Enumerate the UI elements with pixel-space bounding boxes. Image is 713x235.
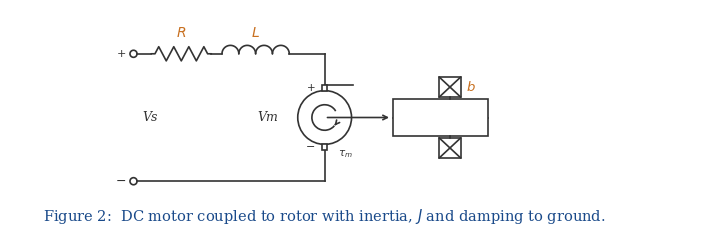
Text: Vs: Vs	[142, 111, 158, 124]
Bar	[393, 99, 488, 136]
Bar	[322, 144, 327, 150]
Text: Vm: Vm	[257, 111, 278, 124]
Text: $L$: $L$	[251, 26, 260, 40]
Bar	[322, 85, 327, 91]
Text: +: +	[307, 83, 315, 93]
Text: −: −	[306, 142, 315, 152]
Text: $\tau_m$: $\tau_m$	[338, 148, 353, 160]
Bar	[439, 77, 461, 97]
Text: −: −	[116, 175, 125, 188]
Text: $R$: $R$	[176, 26, 187, 40]
Text: $b$: $b$	[466, 80, 476, 94]
Text: $J$: $J$	[404, 107, 413, 128]
Text: Figure 2:  DC motor coupled to rotor with inertia, $J$ and damping to ground.: Figure 2: DC motor coupled to rotor with…	[43, 207, 605, 226]
Text: +: +	[116, 49, 125, 59]
Bar	[439, 138, 461, 158]
